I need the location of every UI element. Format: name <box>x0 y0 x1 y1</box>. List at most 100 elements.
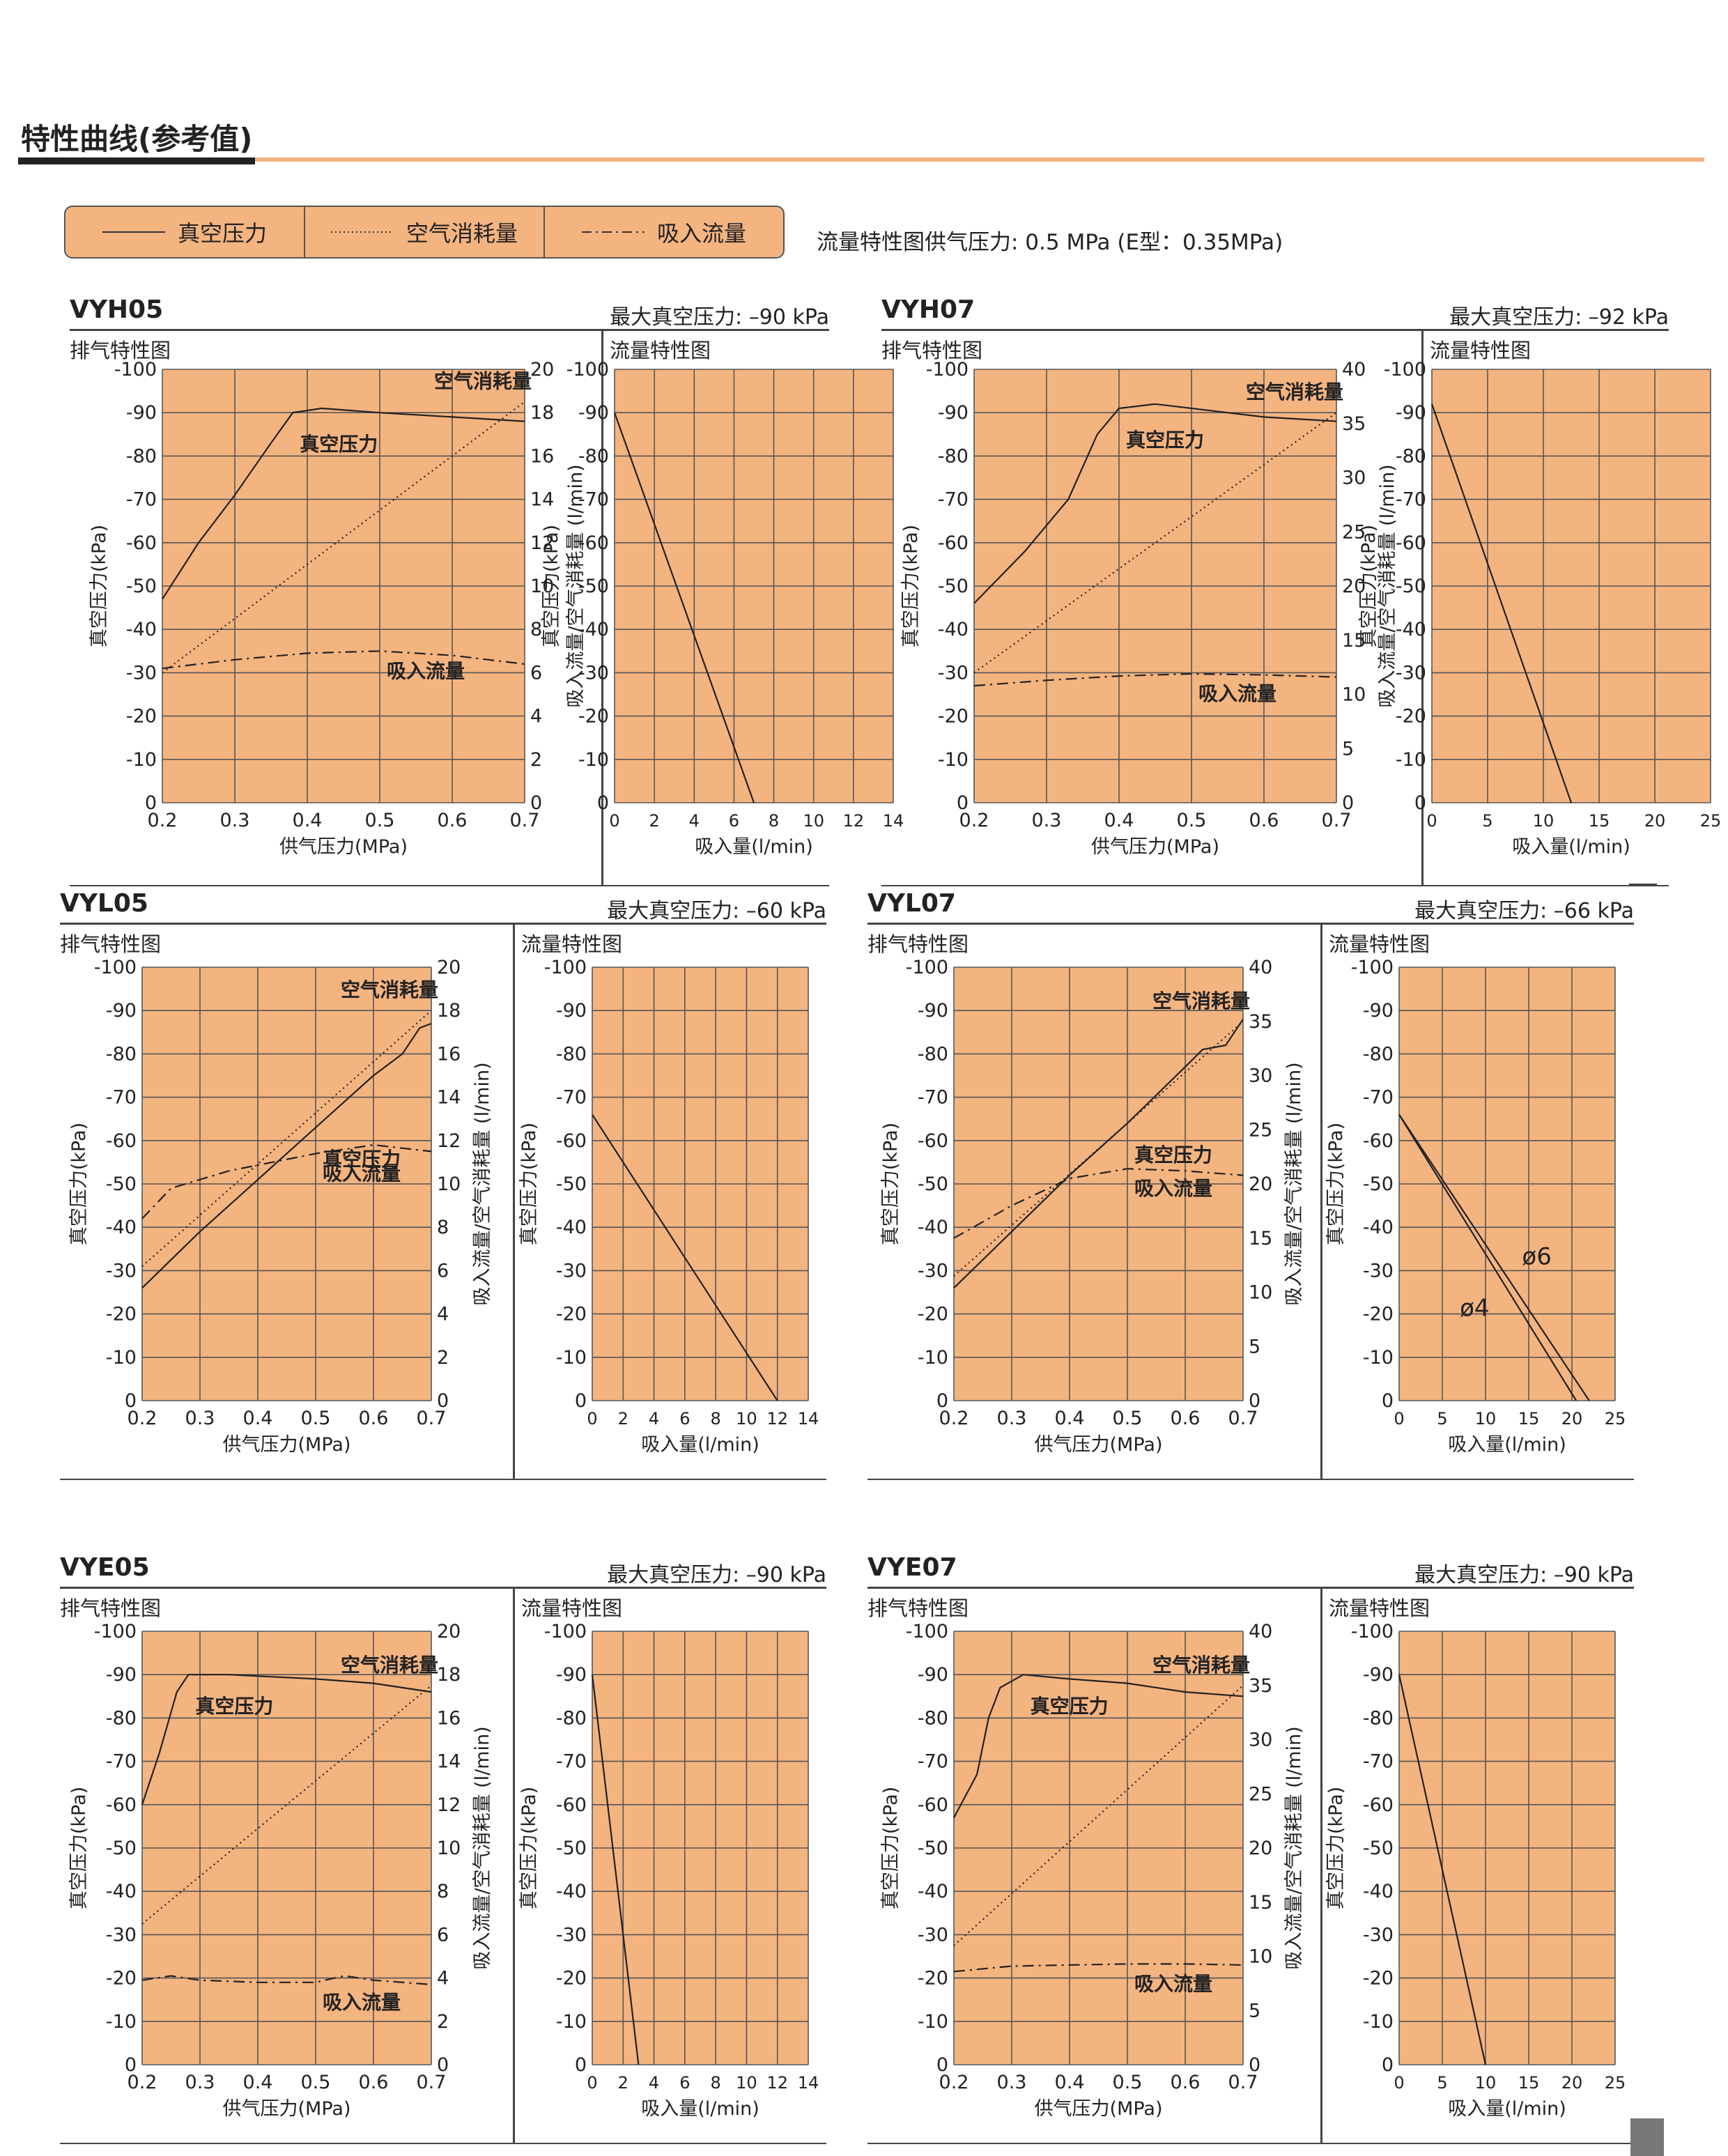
y-axis-label: 真空压力(kPa) <box>880 1123 902 1245</box>
x-tick-label: 0.5 <box>365 810 395 831</box>
y-tick-label: -20 <box>106 1968 137 1989</box>
series-line <box>953 1020 1244 1277</box>
series-annotation: 真空压力 <box>1134 1144 1212 1166</box>
y-tick-label: -40 <box>126 619 157 640</box>
y2-tick-label: 30 <box>1249 1065 1272 1087</box>
series-annotation: 空气消耗量 <box>341 978 438 1001</box>
x-tick-label: 0.2 <box>959 810 989 831</box>
title-underline <box>18 157 255 164</box>
y-tick-label: -30 <box>126 662 157 684</box>
y-tick-label: -10 <box>556 2011 587 2033</box>
y-tick-label: -40 <box>1396 619 1426 640</box>
y-tick-label: -30 <box>918 1260 948 1281</box>
y2-tick-label: 40 <box>1249 1621 1272 1642</box>
y-tick-label: -20 <box>1363 1304 1394 1325</box>
chart-panel-vye05: VYE05 最大真空压力: –90 kPa 排气特性图 流量特性图 -100 -90 -80… <box>60 1550 826 2144</box>
y-tick-label: -20 <box>918 1304 948 1325</box>
series-annotation: 吸入流量 <box>387 659 465 682</box>
panel-bottom-rule <box>60 2143 826 2144</box>
panel-title: VYL07 <box>867 889 956 918</box>
y-tick-label: 0 <box>936 1390 948 1412</box>
y-tick-label: -50 <box>918 1173 948 1195</box>
page-tab <box>1630 2118 1664 2156</box>
y2-tick-label: 20 <box>1249 1173 1272 1195</box>
series-line <box>1398 1114 1590 1401</box>
y-axis-label: 真空压力(kPa) <box>900 525 922 647</box>
y2-tick-label: 10 <box>437 1173 461 1195</box>
y-tick-label: -70 <box>1363 1751 1394 1773</box>
y-tick-label: -90 <box>918 1000 948 1022</box>
x-axis-label: 吸入量(l/min) <box>695 836 813 858</box>
series-line <box>973 403 1337 604</box>
y-tick-label: -80 <box>1396 445 1426 467</box>
y2-tick-label: 35 <box>1249 1011 1272 1033</box>
chart-svg: -100-90-80-70-60-50-40-30-20-10020181614… <box>68 957 819 1456</box>
y-tick-label: -30 <box>556 1924 587 1946</box>
y-tick-label: -100 <box>1384 359 1426 380</box>
y2-tick-label: 10 <box>1342 684 1366 706</box>
legend-label: 空气消耗量 <box>406 220 518 247</box>
panel-rule <box>60 923 826 925</box>
series-annotation: 真空压力 <box>300 433 378 456</box>
panel-divider <box>513 1587 515 2144</box>
x-tick-label: 0 <box>587 1409 597 1429</box>
y-tick-label: -100 <box>1351 957 1394 978</box>
series-annotation: 真空压力 <box>1126 429 1204 452</box>
series-annotation: 吸入流量 <box>1198 682 1276 705</box>
x-tick-label: 2 <box>618 1409 628 1429</box>
max-vacuum-label: 最大真空压力: –60 kPa <box>607 899 826 923</box>
exhaust-chart-label: 排气特性图 <box>60 932 162 956</box>
y2-tick-label: 2 <box>530 749 542 771</box>
y-tick-label: -20 <box>106 1304 137 1325</box>
x-tick-label: 0.5 <box>301 2072 331 2093</box>
x-tick-label: 0.2 <box>939 1408 969 1429</box>
panel-bottom-rule <box>70 885 829 886</box>
y2-tick-label: 16 <box>437 1707 461 1729</box>
series-line <box>1398 1114 1577 1401</box>
y-tick-label: 0 <box>125 1390 137 1412</box>
legend-item-flow: 吸入流量 <box>545 207 783 257</box>
y-tick-label: 0 <box>957 792 969 814</box>
y-tick-label: -90 <box>918 1664 948 1686</box>
series-line <box>141 1684 432 1925</box>
y-tick-label: -40 <box>556 1881 587 1902</box>
y-tick-label: -50 <box>106 1838 137 1859</box>
legend-label: 真空压力 <box>177 220 267 247</box>
series-line <box>613 412 755 803</box>
y-tick-label: 0 <box>125 2054 137 2076</box>
x-axis-label: 供气压力(MPa) <box>1035 1434 1163 1456</box>
y-tick-label: -20 <box>578 706 609 727</box>
y-tick-label: -40 <box>556 1217 587 1238</box>
panel-bottom-rule <box>867 2143 1634 2144</box>
series-line <box>953 1018 1244 1289</box>
y-axis-label: 真空压力(kPa) <box>880 1787 902 1909</box>
series-annotation: 空气消耗量 <box>1152 1654 1250 1677</box>
x-tick-label: 25 <box>1605 1409 1626 1429</box>
y-tick-label: -70 <box>106 1087 137 1109</box>
y-tick-label: -70 <box>126 489 157 511</box>
y2-tick-label: 14 <box>530 489 554 511</box>
series-line <box>953 1674 1244 1819</box>
x-tick-label: 0.7 <box>510 810 540 831</box>
legend: 真空压力 空气消耗量 吸入流量 <box>64 206 785 259</box>
y2-tick-label: 6 <box>437 1924 449 1946</box>
y-tick-label: -80 <box>1363 1043 1394 1065</box>
y-tick-label: -20 <box>1396 706 1426 727</box>
y-tick-label: -30 <box>1363 1260 1394 1281</box>
x-tick-label: 0.4 <box>1055 2072 1085 2093</box>
y2-tick-label: 0 <box>1342 792 1354 814</box>
y-tick-label: -60 <box>556 1130 587 1152</box>
panel-rule <box>867 1587 1634 1589</box>
x-tick-label: 12 <box>843 811 865 831</box>
y-tick-label: -90 <box>106 1000 137 1022</box>
y-tick-label: -50 <box>556 1173 587 1195</box>
exhaust-chart-label: 排气特性图 <box>60 1596 162 1620</box>
y-tick-label: -50 <box>918 1838 948 1859</box>
panel-title: VYL05 <box>60 889 148 918</box>
y-tick-label: -30 <box>938 662 969 684</box>
exhaust-chart-label: 排气特性图 <box>867 932 969 956</box>
chart-svg: -100-90-80-70-60-50-40-30-20-10040353025… <box>880 1621 1626 2120</box>
series-line <box>591 1674 640 2065</box>
y-tick-label: -10 <box>918 2011 948 2033</box>
x-tick-label: 0.5 <box>1113 1408 1143 1429</box>
